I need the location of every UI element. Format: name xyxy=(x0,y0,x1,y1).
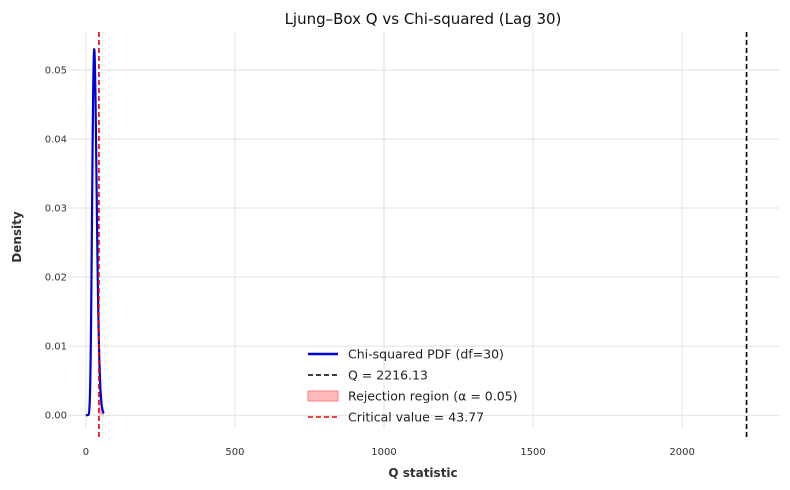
reference-lines-layer xyxy=(98,32,748,439)
y-tick-label: 0.02 xyxy=(45,273,67,284)
grid xyxy=(68,32,779,429)
y-axis-ticks: 0.00 0.01 0.02 0.03 0.04 0.05 xyxy=(45,65,67,421)
y-tick-label: 0.00 xyxy=(45,411,67,422)
legend-label: Chi-squared PDF (df=30) xyxy=(348,347,504,362)
x-tick-label: 1500 xyxy=(520,447,545,458)
x-tick-label: 1000 xyxy=(371,447,396,458)
y-tick-label: 0.05 xyxy=(45,65,67,76)
x-axis-label: Q statistic xyxy=(388,466,457,480)
x-tick-label: 500 xyxy=(225,447,244,458)
legend-swatch xyxy=(307,390,339,402)
legend-label: Rejection region (α = 0.05) xyxy=(348,389,518,404)
x-tick-label: 0 xyxy=(83,447,89,458)
y-tick-label: 0.01 xyxy=(45,342,67,353)
x-axis-ticks: 0 500 1000 1500 2000 xyxy=(83,447,695,458)
y-axis-label: Density xyxy=(10,211,24,263)
chart-title: Ljung–Box Q vs Chi-squared (Lag 30) xyxy=(285,10,562,28)
y-tick-label: 0.03 xyxy=(45,204,67,215)
legend-label: Critical value = 43.77 xyxy=(348,410,484,425)
pdf-curve-layer xyxy=(84,48,105,417)
y-tick-label: 0.04 xyxy=(45,135,67,146)
x-tick-label: 2000 xyxy=(669,447,694,458)
legend: Chi-squared PDF (df=30) Q = 2216.13 Reject… xyxy=(307,347,518,425)
chi-squared-pdf-line xyxy=(84,48,105,417)
legend-label: Q = 2216.13 xyxy=(348,368,428,383)
